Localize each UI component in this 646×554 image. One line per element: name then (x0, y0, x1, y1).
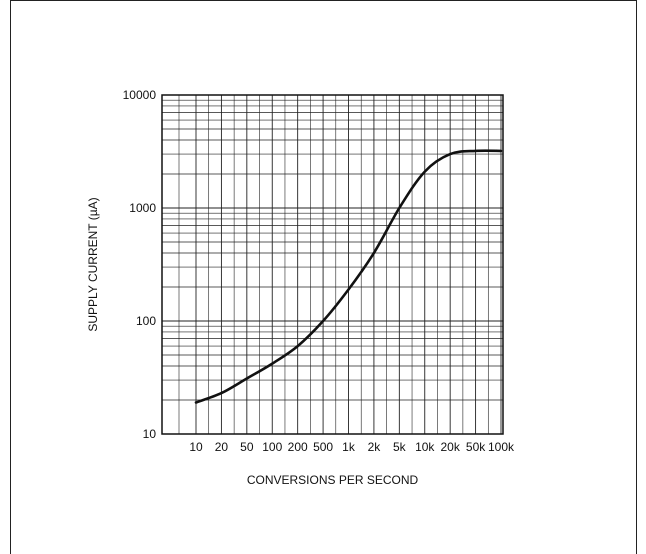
grid (162, 95, 503, 434)
x-tick-label: 500 (313, 440, 333, 454)
figure-frame (10, 0, 637, 554)
x-tick-label: 50 (240, 440, 254, 454)
y-tick-label: 100 (136, 314, 156, 328)
x-tick-label: 5k (393, 440, 407, 454)
y-axis-ticks: 10 100 1000 10000 (123, 88, 157, 441)
x-tick-label: 2k (368, 440, 382, 454)
x-tick-label: 200 (288, 440, 308, 454)
x-tick-label: 100 (262, 440, 282, 454)
x-tick-label: 10 (189, 440, 203, 454)
x-tick-label: 1k (342, 440, 356, 454)
x-axis-title: CONVERSIONS PER SECOND (247, 473, 419, 487)
y-axis-title: SUPPLY CURRENT (µA) (86, 197, 100, 331)
supply-current-curve (194, 149, 503, 404)
y-tick-label: 1000 (129, 201, 156, 215)
plot-area (161, 94, 504, 435)
y-tick-label: 10000 (123, 88, 157, 102)
x-tick-label: 20k (440, 440, 460, 454)
x-tick-label: 50k (466, 440, 486, 454)
x-tick-label: 10k (415, 440, 435, 454)
x-tick-label: 100k (488, 440, 515, 454)
y-tick-label: 10 (143, 427, 157, 441)
x-tick-label: 20 (215, 440, 229, 454)
x-axis-ticks: 10 20 50 100 200 500 1k 2k 5k 10k 20k 50k 100k (189, 440, 515, 454)
